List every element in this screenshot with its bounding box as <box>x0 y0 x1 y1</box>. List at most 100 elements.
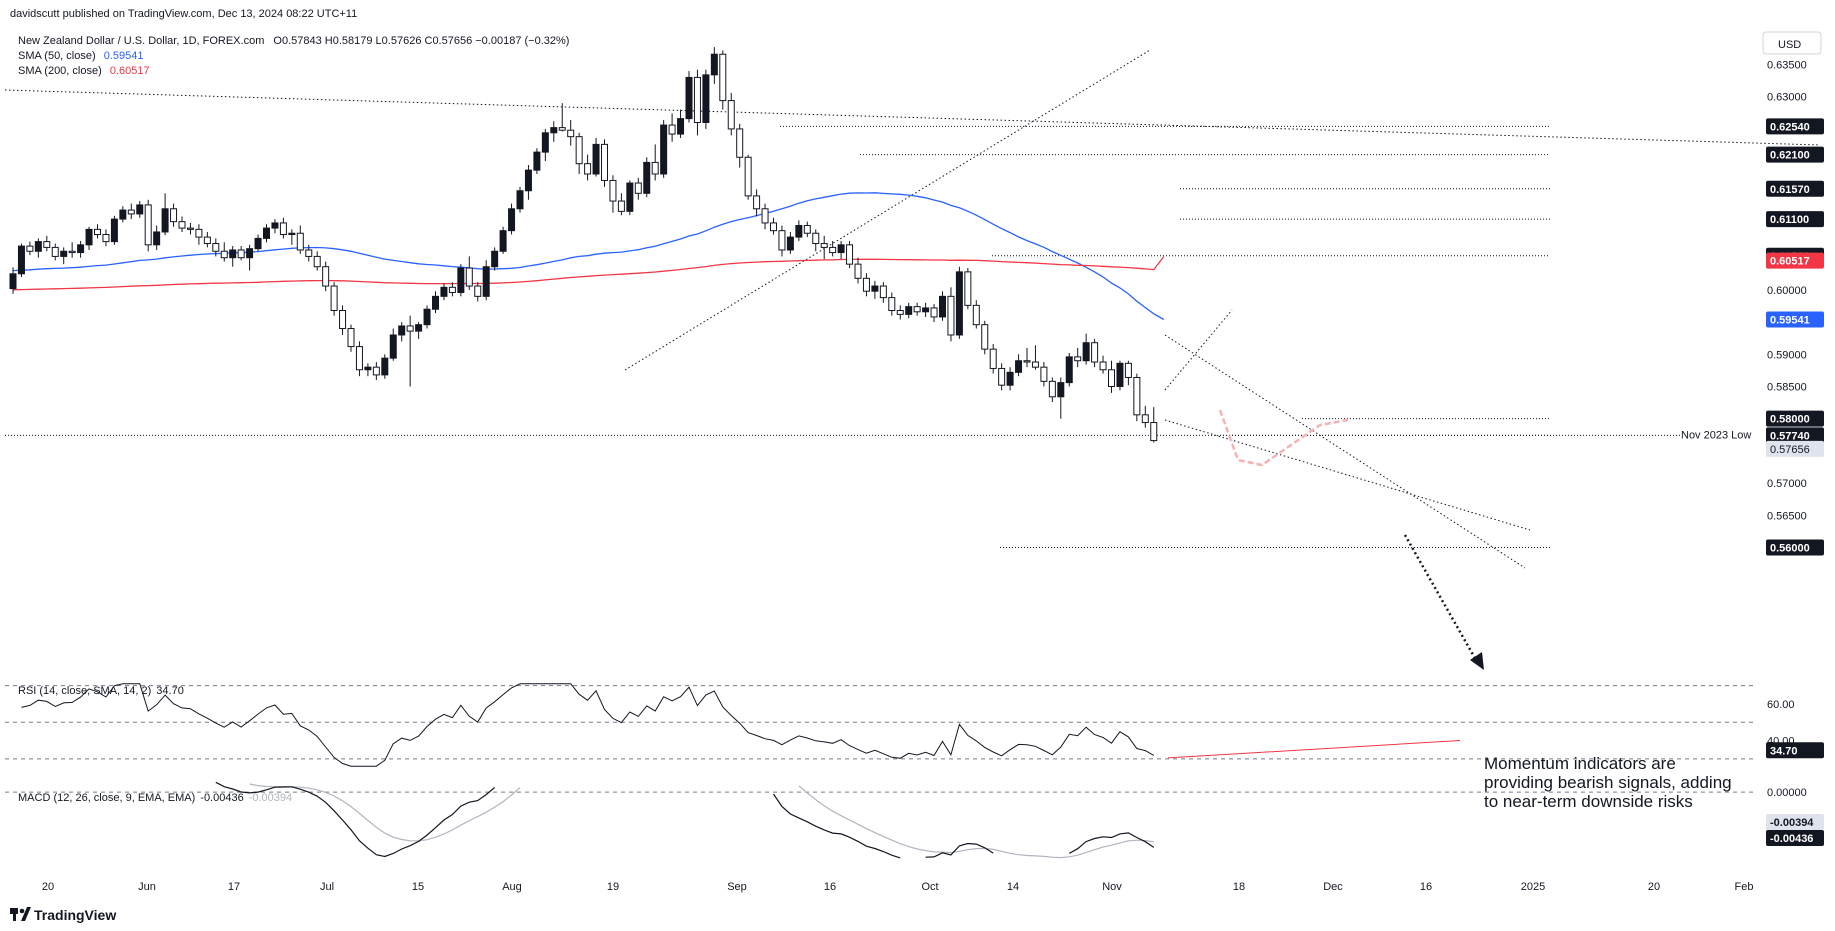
candle-body-down <box>474 285 482 297</box>
candle-body-up <box>508 208 516 232</box>
candle <box>567 119 575 146</box>
candle <box>896 305 904 320</box>
price-level-badge-label: 0.61100 <box>1770 214 1809 226</box>
candle-body-up <box>263 227 270 239</box>
sma50-legend[interactable]: SMA (50, close) 0.59541 <box>18 50 143 62</box>
candle-body-down <box>567 129 575 138</box>
candle-body-down <box>770 222 777 232</box>
projection-arrow-head <box>1470 652 1484 670</box>
time-axis-tick-label: 16 <box>1420 881 1432 893</box>
candle-body-down <box>558 127 566 131</box>
macd-line <box>215 781 1155 859</box>
candle <box>271 219 279 234</box>
price-axis-tick-label: 0.58500 <box>1767 381 1807 393</box>
candle-body-down <box>339 310 347 330</box>
annotation-line-2: providing bearish signals, adding <box>1484 773 1732 792</box>
candle <box>955 266 963 339</box>
candle <box>854 257 862 284</box>
candle <box>136 201 144 218</box>
candle <box>288 229 296 245</box>
candle <box>1040 362 1048 387</box>
candle <box>837 240 845 259</box>
time-axis[interactable]: 20 Jun 17 Jul 15 Aug 19 Sep 16 Oct 14 Nov 18 Dec 16 202… <box>42 881 1754 893</box>
candle-body-down <box>178 221 186 229</box>
candle <box>1099 355 1107 374</box>
sma200-legend[interactable]: SMA (200, close) 0.60517 <box>18 65 150 77</box>
trendline <box>4 89 1821 146</box>
macd-signal-badge <box>1766 814 1824 830</box>
rsi-pane[interactable]: RSI (14, close, SMA, 14, 2) 34.7060.0040.… <box>5 683 1824 767</box>
price-level-badge <box>1766 427 1824 444</box>
candle-body-down <box>313 255 321 268</box>
candle <box>347 324 355 352</box>
rsi-label: RSI (14, close, SMA, 14, 2) 34.70 <box>18 685 184 697</box>
candle <box>744 154 752 200</box>
candle <box>440 283 448 301</box>
candle <box>34 238 42 258</box>
candle <box>770 217 777 235</box>
rsi-value-badge <box>1766 742 1824 759</box>
candle <box>846 240 854 269</box>
candle-body-up <box>271 222 279 229</box>
candle-body-down <box>279 222 287 236</box>
candle-body-down <box>1108 369 1115 387</box>
candle-body-up <box>1015 360 1023 373</box>
candle <box>643 157 651 198</box>
candle-body-down <box>237 249 245 259</box>
candle <box>778 225 786 257</box>
price-axis-tick-label: 0.63500 <box>1767 60 1807 72</box>
candle-body-down <box>693 76 701 123</box>
candle <box>786 231 794 254</box>
candle <box>60 247 68 265</box>
candle <box>339 305 347 335</box>
rsi-value-badge-label: 34.70 <box>1770 745 1798 757</box>
candle-body-down <box>220 250 228 259</box>
candle <box>888 292 896 316</box>
candle <box>1023 347 1031 368</box>
candle-body-down <box>186 227 194 230</box>
candle <box>1141 405 1149 428</box>
tradingview-logo-icon <box>10 907 31 921</box>
candle-body-up <box>1116 362 1124 387</box>
candle-body-up <box>499 230 507 252</box>
candle-body-down <box>609 179 617 202</box>
candle <box>423 305 431 329</box>
candle-body-down <box>1048 380 1056 398</box>
sma50-line <box>12 192 1165 321</box>
price-level-badge <box>1766 410 1824 427</box>
candle <box>330 282 338 316</box>
price-level-badge-label: 0.62540 <box>1770 121 1810 133</box>
currency-button[interactable]: USD <box>1762 31 1822 55</box>
candle <box>795 220 803 241</box>
projection-arrow-line <box>1403 534 1478 661</box>
price-axis[interactable]: 0.635000.630000.600000.590000.585000.575… <box>1766 60 1824 556</box>
candle-body-up <box>524 169 532 192</box>
candle <box>913 302 921 316</box>
candle-body-down <box>668 124 676 135</box>
candle-body-up <box>491 250 499 268</box>
candle-body-up <box>1057 382 1065 398</box>
candle <box>516 186 524 213</box>
sma50-badge <box>1766 311 1824 328</box>
candle-body-up <box>153 231 161 246</box>
candle <box>693 69 701 136</box>
candle <box>305 244 313 262</box>
time-axis-tick-label: Feb <box>1735 881 1754 893</box>
candle <box>254 234 262 252</box>
candle <box>736 123 744 168</box>
candle <box>322 261 330 292</box>
candle <box>1057 377 1065 419</box>
candle-body-down <box>26 245 34 252</box>
macd-pane[interactable]: MACD (12, 26, close, 9, EMA, EMA) -0.0043… <box>5 781 1824 859</box>
candle-body-up <box>440 286 448 297</box>
macd-signal-line <box>249 783 1154 859</box>
sma200-label: SMA (200, close) <box>18 65 102 77</box>
candle <box>415 322 423 339</box>
candle <box>820 235 828 259</box>
candle <box>1065 353 1073 387</box>
macd-signal-badge-label: -0.00394 <box>1770 817 1814 829</box>
candle-body-down <box>1133 376 1141 416</box>
tradingview-logo[interactable]: TradingView <box>10 907 116 923</box>
